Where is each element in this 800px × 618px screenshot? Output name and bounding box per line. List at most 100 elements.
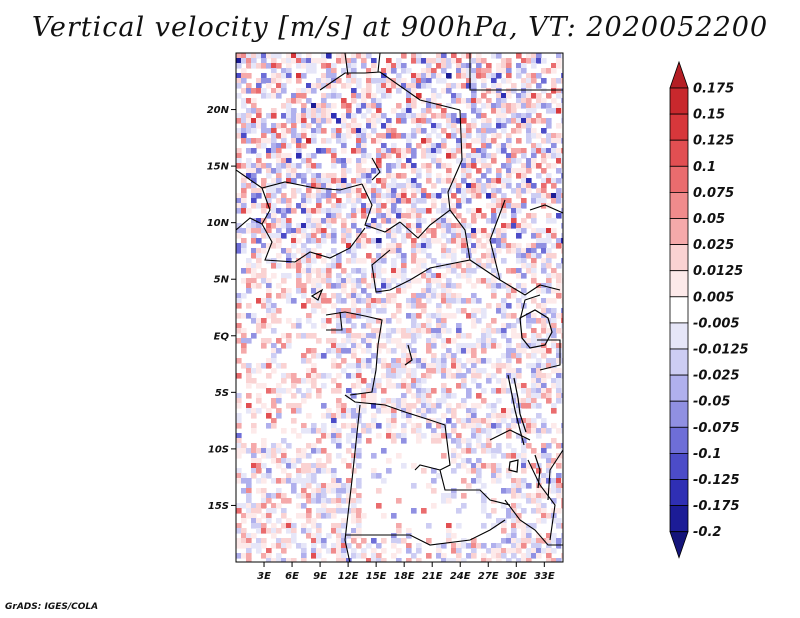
field-cell — [456, 293, 462, 299]
field-cell — [406, 113, 412, 119]
field-cell — [276, 448, 282, 454]
field-cell — [286, 343, 292, 349]
field-cell — [506, 323, 512, 329]
field-cell — [246, 118, 252, 124]
field-cell — [461, 398, 467, 404]
field-cell — [251, 413, 257, 419]
field-cell — [386, 163, 392, 169]
field-cell — [341, 138, 347, 144]
field-cell — [401, 328, 407, 334]
field-cell — [341, 318, 347, 324]
field-cell — [251, 173, 257, 179]
field-cell — [346, 243, 352, 249]
field-cell — [376, 198, 382, 204]
field-cell — [421, 138, 427, 144]
field-cell — [241, 238, 247, 244]
field-cell — [516, 318, 522, 324]
field-cell — [361, 538, 367, 544]
field-cell — [311, 278, 317, 284]
border-line — [447, 109, 463, 211]
field-cell — [246, 173, 252, 179]
field-cell — [336, 433, 342, 439]
field-cell — [456, 323, 462, 329]
field-cell — [481, 338, 487, 344]
field-cell — [356, 448, 362, 454]
field-cell — [501, 103, 507, 109]
field-cell — [321, 128, 327, 134]
field-cell — [436, 423, 442, 429]
field-cell — [326, 103, 332, 109]
field-cell — [371, 383, 377, 389]
field-cell — [376, 488, 382, 494]
field-cell — [426, 298, 432, 304]
field-cell — [456, 283, 462, 289]
field-cell — [421, 83, 427, 89]
field-cell — [476, 463, 482, 469]
field-cell — [481, 308, 487, 314]
field-cell — [416, 53, 422, 59]
field-cell — [451, 268, 457, 274]
field-cell — [531, 553, 537, 559]
field-cell — [516, 188, 522, 194]
field-cell — [536, 363, 542, 369]
field-cell — [386, 68, 392, 74]
colorbar-label: 0.15 — [693, 108, 725, 123]
field-cell — [511, 533, 517, 539]
field-cell — [476, 128, 482, 134]
field-cell — [546, 103, 552, 109]
field-cell — [346, 493, 352, 499]
field-cell — [491, 88, 497, 94]
field-cell — [316, 128, 322, 134]
field-cell — [256, 408, 262, 414]
field-cell — [416, 198, 422, 204]
field-cell — [551, 343, 557, 349]
field-cell — [521, 248, 527, 254]
field-cell — [351, 488, 357, 494]
field-cell — [341, 98, 347, 104]
field-cell — [461, 348, 467, 354]
field-cell — [546, 333, 552, 339]
field-cell — [331, 328, 337, 334]
field-cell — [361, 183, 367, 189]
field-cell — [281, 158, 287, 164]
field-cell — [556, 193, 562, 199]
field-cell — [346, 463, 352, 469]
field-cell — [471, 343, 477, 349]
field-cell — [391, 193, 397, 199]
field-cell — [261, 513, 267, 519]
field-cell — [471, 313, 477, 319]
field-cell — [316, 338, 322, 344]
field-cell — [426, 148, 432, 154]
field-cell — [416, 93, 422, 99]
field-cell — [316, 278, 322, 284]
field-cell — [506, 63, 512, 69]
field-cell — [561, 398, 563, 404]
field-cell — [541, 478, 547, 484]
field-cell — [386, 218, 392, 224]
field-cell — [331, 543, 337, 549]
field-cell — [506, 158, 512, 164]
field-cell — [306, 533, 312, 539]
field-cell — [311, 63, 317, 69]
field-cell — [311, 228, 317, 234]
field-cell — [441, 423, 447, 429]
field-cell — [281, 163, 287, 169]
field-cell — [336, 528, 342, 534]
field-cell — [531, 63, 537, 69]
field-cell — [516, 303, 522, 309]
field-cell — [366, 78, 372, 84]
field-cell — [306, 378, 312, 384]
field-cell — [271, 348, 277, 354]
field-cell — [261, 448, 267, 454]
field-cell — [346, 233, 352, 239]
field-cell — [326, 413, 332, 419]
field-cell — [471, 548, 477, 554]
field-cell — [526, 108, 532, 114]
field-cell — [451, 313, 457, 319]
field-cell — [366, 293, 372, 299]
field-cell — [436, 313, 442, 319]
field-cell — [481, 148, 487, 154]
field-cell — [521, 223, 527, 229]
field-cell — [336, 298, 342, 304]
field-cell — [486, 413, 492, 419]
